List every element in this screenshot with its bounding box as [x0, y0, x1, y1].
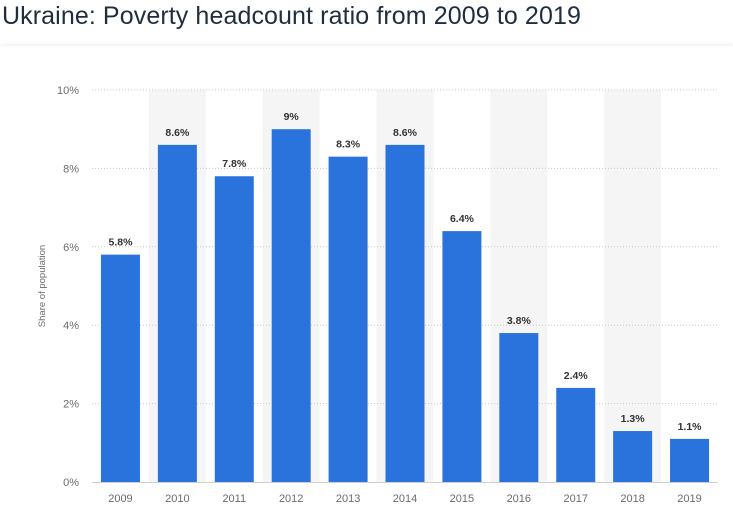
x-tick-label: 2017 [563, 493, 587, 505]
data-label: 2.4% [564, 370, 589, 382]
y-tick-label: 2% [63, 399, 79, 411]
x-tick-label: 2011 [222, 493, 246, 505]
bar [613, 431, 653, 482]
x-tick-label: 2015 [450, 493, 474, 505]
data-label: 3.8% [507, 315, 532, 327]
bars [100, 129, 710, 483]
bar [328, 156, 368, 482]
bar [214, 176, 254, 483]
data-label: 9% [284, 111, 300, 123]
bar [271, 129, 311, 482]
x-tick-label: 2010 [165, 493, 189, 505]
data-label: 1.1% [678, 421, 703, 433]
bar [556, 387, 596, 482]
y-axis-label: Share of population [37, 245, 48, 327]
y-tick-label: 10% [57, 85, 79, 97]
x-tick-label: 2016 [507, 493, 531, 505]
x-tick-label: 2018 [620, 493, 644, 505]
category-band [604, 90, 662, 482]
x-tick-label: 2009 [108, 493, 132, 505]
data-label: 5.8% [108, 237, 133, 249]
data-label: 7.8% [222, 158, 247, 170]
x-axis-ticks: 2009 2010 2011 2012 2013 2014 2015 2016 2017 2018… [108, 493, 702, 505]
x-tick-label: 2013 [336, 493, 360, 505]
data-labels: 5.8% 8.6% 7.8% 9% 8.3% 8.6% 6.4% 3.8% 2.4% 1.3% 1.… [108, 111, 702, 433]
data-label: 1.3% [621, 413, 646, 425]
x-tick-label: 2014 [393, 493, 417, 505]
data-label: 8.6% [393, 127, 418, 139]
y-tick-label: 4% [63, 320, 79, 332]
x-tick-label: 2012 [279, 493, 303, 505]
y-axis-ticks: 0% 2% 4% 6% 8% 10% [57, 85, 79, 489]
x-tick-label: 2019 [677, 493, 701, 505]
y-tick-label: 8% [63, 163, 79, 175]
y-tick-label: 0% [63, 477, 79, 489]
chart-title: Ukraine: Poverty headcount ratio from 20… [2, 2, 581, 30]
data-label: 6.4% [450, 213, 475, 225]
data-label: 8.6% [165, 127, 190, 139]
bar [670, 438, 710, 482]
bar [385, 144, 425, 482]
bar [499, 333, 539, 482]
bar [442, 231, 482, 482]
data-label: 8.3% [336, 139, 361, 151]
y-tick-label: 6% [63, 242, 79, 254]
bar [100, 254, 140, 482]
bar [157, 144, 197, 482]
